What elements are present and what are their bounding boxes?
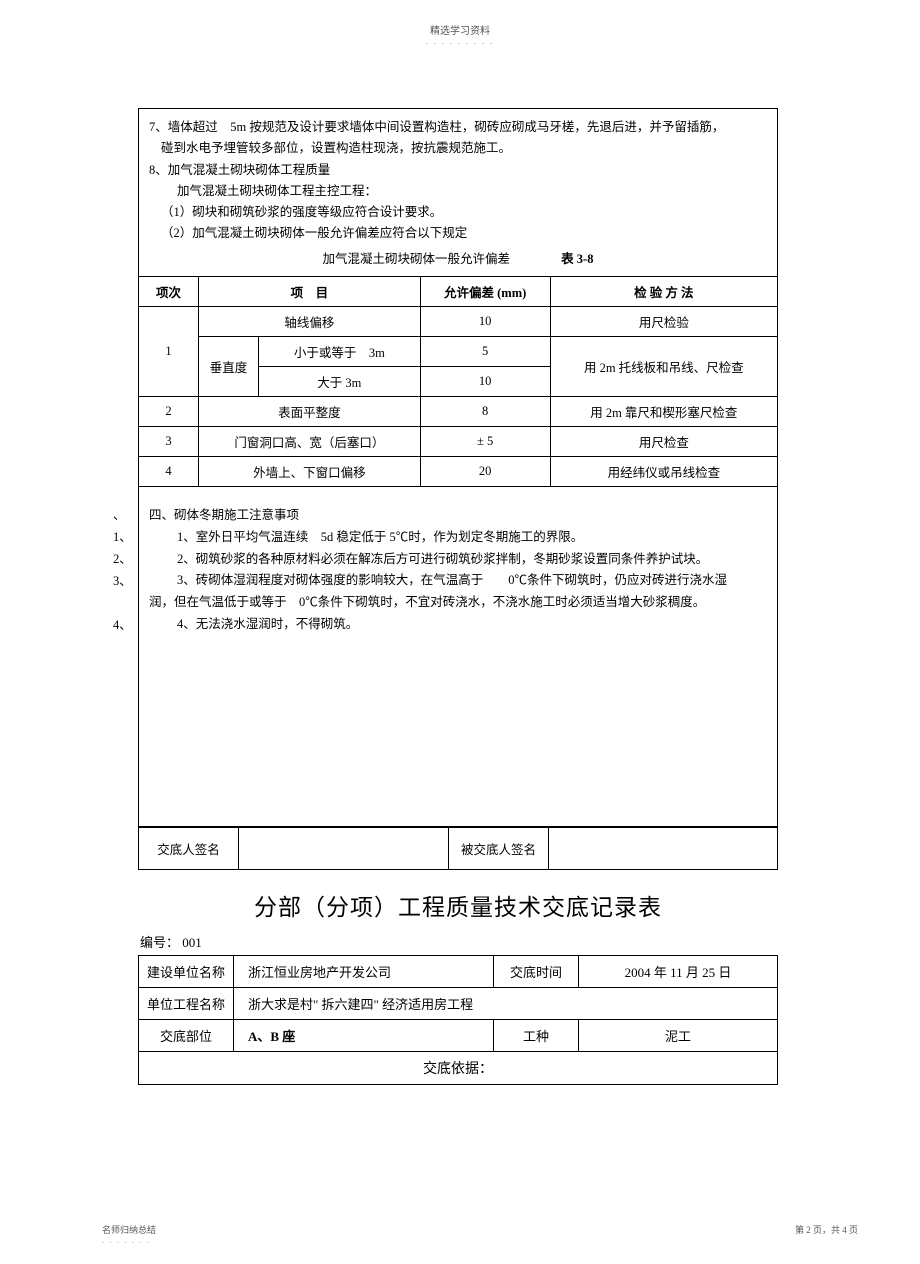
cell-method: 用经纬仪或吊线检查 (550, 456, 777, 486)
cell-item: 轴线偏移 (199, 306, 421, 336)
cell-sub2: 大于 3m (259, 366, 421, 396)
sign-label-1: 交底人签名 (139, 827, 239, 869)
table-row: 1 轴线偏移 10 用尺检验 (139, 306, 778, 336)
cell-method-1: 用 2m 托线板和吊线、尺检查 (550, 336, 777, 396)
section-title-2: 分部（分项）工程质量技术交底记录表 (138, 888, 778, 922)
sign-value-2 (549, 827, 778, 869)
footer-left: 名师归纳总结 (102, 1223, 156, 1236)
table-row: 交底依据： (139, 1051, 778, 1084)
info-r2c2: 浙大求是村" 拆六建四" 经济适用房工程 (234, 987, 778, 1019)
serial-number: 编号： 001 (138, 932, 778, 951)
sec4-l3b: 润，但在气温低于或等于 0℃条件下砌筑时，不宜对砖浇水，不浇水施工时必须适当增大… (149, 592, 767, 614)
sign-label-2: 被交底人签名 (449, 827, 549, 869)
info-r3c1: 交底部位 (139, 1019, 234, 1051)
sec4-l2: 2、砌筑砂浆的各种原材料必须在解冻后方可进行砌筑砂浆拌制，冬期砂浆设置同条件养护… (149, 549, 767, 571)
margin-num-1: 1、 (113, 527, 132, 549)
cell-id-1: 1 (139, 306, 199, 396)
sign-value-1 (239, 827, 449, 869)
info-r3c4: 泥工 (579, 1019, 778, 1051)
info-r1c4: 2004 年 11 月 25 日 (579, 955, 778, 987)
cell-method: 用尺检查 (550, 426, 777, 456)
para-7b: 碰到水电予埋管较多部位，设置构造柱现浇，按抗震规范施工。 (149, 138, 767, 159)
cell-id: 4 (139, 456, 199, 486)
info-basis: 交底依据： (139, 1051, 778, 1084)
cell-id: 3 (139, 426, 199, 456)
para-8b: （1）砌块和砌筑砂浆的强度等级应符合设计要求。 (149, 202, 767, 223)
table-row: 单位工程名称 浙大求是村" 拆六建四" 经济适用房工程 (139, 987, 778, 1019)
cell-method: 用 2m 靠尺和楔形塞尺检查 (550, 396, 777, 426)
th-4: 检 验 方 法 (550, 276, 777, 306)
table-row: 垂直度 小于或等于 3m 5 用 2m 托线板和吊线、尺检查 (139, 336, 778, 366)
para-8a: 加气混凝土砌块砌体工程主控工程： (149, 181, 767, 202)
signature-table: 交底人签名 被交底人签名 (138, 827, 778, 870)
cell-dev1: 5 (420, 336, 550, 366)
footer-left-dots: - - - - - - - (102, 1240, 151, 1246)
info-table: 建设单位名称 浙江恒业房地产开发公司 交底时间 2004 年 11 月 25 日… (138, 955, 778, 1085)
margin-num-0: 、 (113, 505, 126, 527)
main-content: 7、墙体超过 5m 按规范及设计要求墙体中间设置构造柱，砌砖应砌成马牙槎，先退后… (138, 108, 778, 1085)
spec-table-title: 加气混凝土砌块砌体一般允许偏差 表 3-8 (149, 249, 767, 270)
info-r3c2: A、B 座 (234, 1019, 494, 1051)
margin-num-4: 4、 (113, 615, 132, 637)
para-8: 8、加气混凝土砌块砌体工程质量 (149, 160, 767, 181)
para-8c: （2）加气混凝土砌块砌体一般允许偏差应符合以下规定 (149, 223, 767, 244)
cell-sublabel: 垂直度 (199, 336, 259, 396)
header-label: 精选学习资料 (0, 0, 920, 37)
cell-dev: 8 (420, 396, 550, 426)
para-7: 7、墙体超过 5m 按规范及设计要求墙体中间设置构造柱，砌砖应砌成马牙槎，先退后… (149, 117, 767, 138)
cell-item: 表面平整度 (199, 396, 421, 426)
margin-num-2: 2、 (113, 549, 132, 571)
sec4-l4: 4、无法浇水湿润时，不得砌筑。 (149, 614, 767, 636)
table-row: 建设单位名称 浙江恒业房地产开发公司 交底时间 2004 年 11 月 25 日 (139, 955, 778, 987)
table-row: 2 表面平整度 8 用 2m 靠尺和楔形塞尺检查 (139, 396, 778, 426)
sec4-l1: 1、室外日平均气温连续 5d 稳定低于 5℃时，作为划定冬期施工的界限。 (149, 527, 767, 549)
footer-right: 第 2 页，共 4 页 (795, 1223, 858, 1236)
cell-method: 用尺检验 (550, 306, 777, 336)
cell-dev: 20 (420, 456, 550, 486)
info-r1c1: 建设单位名称 (139, 955, 234, 987)
spec-table: 项次 项 目 允许偏差 (mm) 检 验 方 法 1 轴线偏移 10 用尺检验 … (138, 276, 778, 487)
info-r3c3: 工种 (494, 1019, 579, 1051)
th-1: 项次 (139, 276, 199, 306)
cell-dev: 10 (420, 306, 550, 336)
sec4-heading: 四、砌体冬期施工注意事项 (149, 505, 767, 527)
info-r2c1: 单位工程名称 (139, 987, 234, 1019)
text-section: 7、墙体超过 5m 按规范及设计要求墙体中间设置构造柱，砌砖应砌成马牙槎，先退后… (138, 108, 778, 276)
table-title-text: 加气混凝土砌块砌体一般允许偏差 (323, 252, 511, 266)
cell-id: 2 (139, 396, 199, 426)
table-row: 交底部位 A、B 座 工种 泥工 (139, 1019, 778, 1051)
info-r1c3: 交底时间 (494, 955, 579, 987)
th-3: 允许偏差 (mm) (420, 276, 550, 306)
cell-item: 外墙上、下窗口偏移 (199, 456, 421, 486)
sec4-l3: 3、砖砌体湿润程度对砌体强度的影响较大，在气温高于 0℃条件下砌筑时，仍应对砖进… (149, 570, 767, 592)
cell-item: 门窗洞口高、宽（后塞口） (199, 426, 421, 456)
table-row: 3 门窗洞口高、宽（后塞口） ± 5 用尺检查 (139, 426, 778, 456)
th-2: 项 目 (199, 276, 421, 306)
cell-dev2: 10 (420, 366, 550, 396)
table-header-row: 项次 项 目 允许偏差 (mm) 检 验 方 法 (139, 276, 778, 306)
cell-dev: ± 5 (420, 426, 550, 456)
table-ref: 表 3-8 (561, 249, 593, 270)
margin-num-3: 3、 (113, 571, 132, 593)
info-r1c2: 浙江恒业房地产开发公司 (234, 955, 494, 987)
section-four: 、 1、 2、 3、 4、 四、砌体冬期施工注意事项 1、室外日平均气温连续 5… (138, 487, 778, 827)
table-row: 4 外墙上、下窗口偏移 20 用经纬仪或吊线检查 (139, 456, 778, 486)
header-dots: - - - - - - - - - (0, 39, 920, 47)
cell-sub1: 小于或等于 3m (259, 336, 421, 366)
